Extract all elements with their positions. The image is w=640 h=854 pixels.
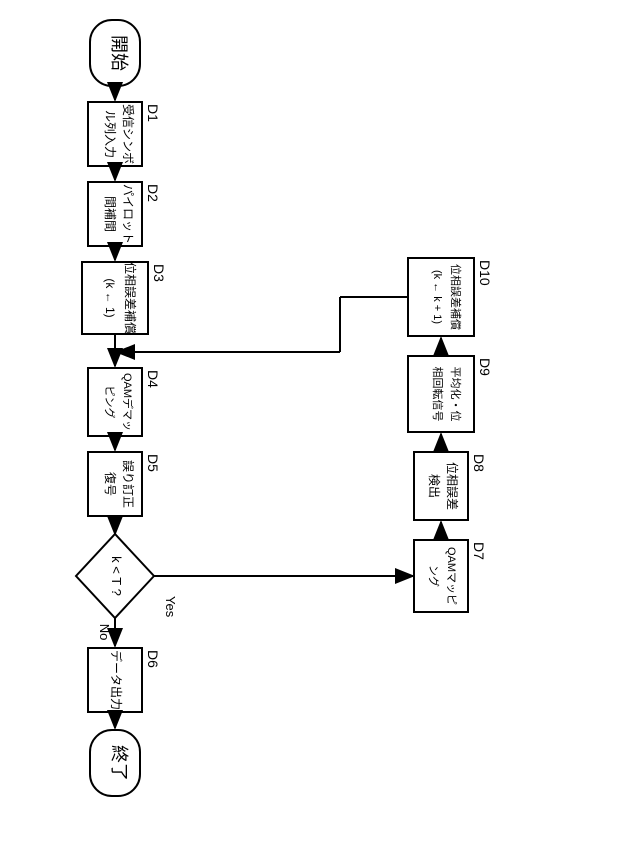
flowchart: 開始 受信シンボ ル列入力 D1 パイロット 間補間 D2 位相誤差補償 (k … [0, 0, 640, 854]
d8-text-b: 検出 [427, 474, 441, 498]
d10-id: D10 [477, 260, 493, 286]
d4-text-a: QAMデマッ [121, 373, 135, 431]
rotated-wrapper: 開始 受信シンボ ル列入力 D1 パイロット 間補間 D2 位相誤差補償 (k … [0, 0, 640, 854]
d3-text2: (k ← 1) [103, 278, 117, 317]
node-d8: 位相誤差 検出 [414, 452, 468, 520]
d1-id: D1 [145, 104, 161, 122]
d8-text-a: 位相誤差 [445, 462, 460, 510]
d7-text-b: ング [427, 565, 441, 587]
d6-id: D6 [145, 650, 161, 668]
d1-text-b: ル列入力 [103, 110, 117, 158]
d7-id: D7 [471, 542, 487, 560]
start-node: 開始 [90, 20, 140, 86]
node-d1: 受信シンボ ル列入力 [88, 102, 142, 166]
end-label: 終了 [109, 745, 129, 781]
node-d3: 位相誤差補償 (k ← 1) [82, 262, 148, 334]
d2-text-b: 間補間 [103, 196, 117, 232]
d10-text1: 位相誤差補償 [449, 264, 463, 330]
d9-text-b: 相回転信号 [431, 367, 444, 422]
end-node: 終了 [90, 730, 140, 796]
node-d9: 平均化・位 相回転信号 [408, 356, 474, 432]
d9-text-a: 平均化・位 [449, 367, 463, 422]
d6-text: データ出力 [109, 650, 124, 710]
d10-text2: (k ← k + 1) [431, 270, 443, 324]
start-label: 開始 [109, 35, 129, 71]
d4-id: D4 [145, 370, 161, 388]
node-d2: パイロット 間補間 [88, 182, 142, 246]
d2-id: D2 [145, 184, 161, 202]
d4-text-b: ピング [103, 386, 117, 419]
node-d4: QAMデマッ ピング [88, 368, 142, 436]
decision-node: k < T ? [76, 534, 154, 618]
node-d7: QAMマッピ ング [414, 540, 468, 612]
d1-text-a: 受信シンボ [121, 104, 135, 164]
d5-text-a: 誤り訂正 [121, 460, 136, 508]
node-d10: 位相誤差補償 (k ← k + 1) [408, 258, 474, 336]
node-d6: データ出力 [88, 648, 142, 712]
node-d5: 誤り訂正 復号 [88, 452, 142, 516]
decision-label: k < T ? [109, 556, 124, 596]
d5-text-b: 復号 [103, 472, 118, 496]
d9-id: D9 [477, 358, 493, 376]
d2-text-a: パイロット [121, 184, 135, 244]
d3-id: D3 [151, 264, 167, 282]
no-label: No [97, 624, 112, 641]
d3-text1: 位相誤差補償 [123, 262, 138, 334]
d7-text-a: QAMマッピ [445, 547, 458, 605]
d8-id: D8 [471, 454, 487, 472]
d5-id: D5 [145, 454, 161, 472]
yes-label: Yes [163, 596, 178, 618]
